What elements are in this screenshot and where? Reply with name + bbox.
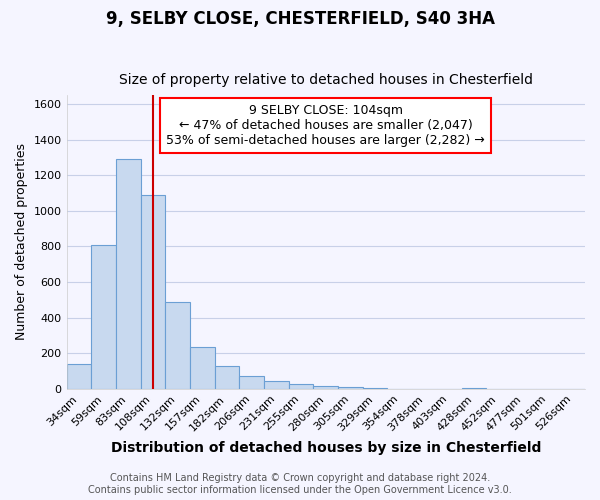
Bar [165, 302, 190, 389]
Text: 9, SELBY CLOSE, CHESTERFIELD, S40 3HA: 9, SELBY CLOSE, CHESTERFIELD, S40 3HA [106, 10, 494, 28]
Bar [140, 195, 165, 389]
Text: 9 SELBY CLOSE: 104sqm
← 47% of detached houses are smaller (2,047)
53% of semi-d: 9 SELBY CLOSE: 104sqm ← 47% of detached … [166, 104, 485, 147]
Bar [338, 388, 363, 389]
Bar [116, 159, 140, 389]
Y-axis label: Number of detached properties: Number of detached properties [15, 144, 28, 340]
X-axis label: Distribution of detached houses by size in Chesterfield: Distribution of detached houses by size … [110, 441, 541, 455]
Bar [289, 384, 313, 389]
Bar [264, 381, 289, 389]
Bar [363, 388, 388, 389]
Bar [67, 364, 91, 389]
Bar [239, 376, 264, 389]
Bar [190, 347, 215, 389]
Bar [215, 366, 239, 389]
Bar [313, 386, 338, 389]
Title: Size of property relative to detached houses in Chesterfield: Size of property relative to detached ho… [119, 73, 533, 87]
Bar [91, 244, 116, 389]
Text: Contains HM Land Registry data © Crown copyright and database right 2024.
Contai: Contains HM Land Registry data © Crown c… [88, 474, 512, 495]
